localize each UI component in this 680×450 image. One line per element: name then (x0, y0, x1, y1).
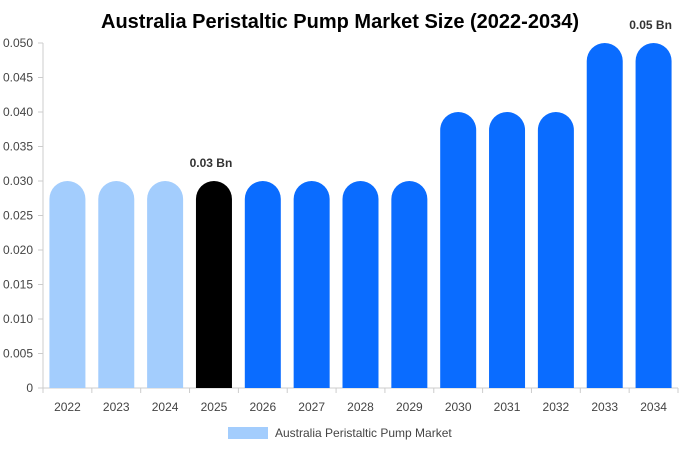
x-tick-label: 2025 (201, 400, 228, 414)
x-tick-label: 2033 (591, 400, 618, 414)
y-tick-label: 0.040 (3, 105, 33, 119)
x-tick-label: 2022 (54, 400, 81, 414)
x-tick-label: 2023 (103, 400, 130, 414)
x-tick-label: 2024 (152, 400, 179, 414)
bar-2022 (49, 181, 86, 388)
y-tick-label: 0.030 (3, 174, 33, 188)
chart-title: Australia Peristaltic Pump Market Size (… (101, 11, 579, 33)
x-tick-label: 2027 (298, 400, 325, 414)
bars (49, 43, 672, 388)
x-tick-label: 2034 (640, 400, 667, 414)
x-tick-label: 2028 (347, 400, 374, 414)
bar-2025 (195, 181, 232, 388)
x-tick-label: 2026 (249, 400, 276, 414)
bar-2023 (98, 181, 135, 388)
data-label-2025: 0.03 Bn (190, 156, 233, 170)
legend-label: Australia Peristaltic Pump Market (275, 426, 452, 440)
bar-2033 (586, 43, 623, 388)
legend-swatch (228, 427, 268, 439)
y-tick-label: 0.010 (3, 312, 33, 326)
bar-2032 (537, 112, 574, 388)
x-tick-label: 2029 (396, 400, 423, 414)
x-tick-label: 2031 (494, 400, 521, 414)
bar-2026 (244, 181, 281, 388)
x-tick-label: 2032 (543, 400, 570, 414)
y-tick-label: 0.050 (3, 36, 33, 50)
y-tick-label: 0.015 (3, 278, 33, 292)
data-labels: 0.03 Bn 0.05 Bn (190, 18, 672, 170)
y-tick-label: 0.020 (3, 243, 33, 257)
y-tick-label: 0.005 (3, 347, 33, 361)
y-tick-label: 0.035 (3, 140, 33, 154)
bar-2024 (147, 181, 184, 388)
legend: Australia Peristaltic Pump Market (228, 426, 452, 440)
bar-2027 (293, 181, 330, 388)
y-axis: 0 0.005 0.010 0.015 0.020 0.025 0.030 0.035 0.04… (3, 36, 44, 395)
bar-2028 (342, 181, 379, 388)
y-tick-label: 0.045 (3, 71, 33, 85)
bar-2030 (440, 112, 477, 388)
x-tick-label: 2030 (445, 400, 472, 414)
x-axis: 2022 2023 2024 2025 2026 2027 2028 2029 2030 2031… (42, 387, 679, 414)
bar-2029 (391, 181, 428, 388)
bar-2034 (635, 43, 672, 388)
y-tick-label: 0.025 (3, 209, 33, 223)
data-label-2034: 0.05 Bn (629, 18, 672, 32)
y-tick-label: 0 (26, 381, 33, 395)
bar-2031 (489, 112, 526, 388)
